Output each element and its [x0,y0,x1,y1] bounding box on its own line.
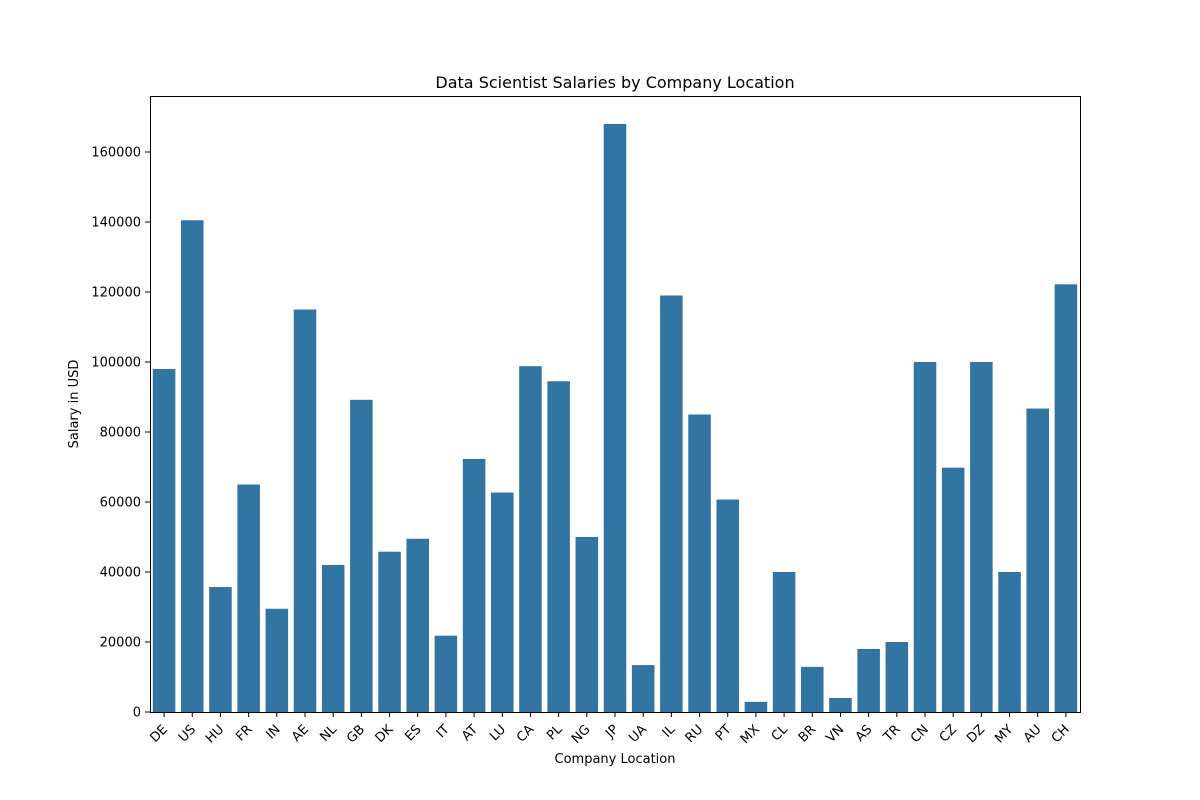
y-tick-label: 20000 [100,636,141,651]
x-tick-label: IN [263,722,283,742]
x-tick-label: CH [1049,722,1073,746]
x-tick-label: LU [487,722,509,744]
x-tick-label: CA [514,722,537,745]
bar-br [801,666,824,712]
bar-ch [1054,284,1078,712]
bars-group [152,124,1078,712]
bar-at [462,458,486,712]
x-tick-label: CZ [937,722,960,745]
x-axis-label: Company Location [555,752,676,767]
bar-au [1026,408,1049,712]
y-axis-label: Salary in USD [67,360,82,449]
x-tick-label: AE [289,722,312,745]
bar-es [406,538,429,712]
bar-hu [209,587,232,712]
y-tick-label: 140000 [91,216,141,231]
bar-cn [913,362,937,712]
x-tick-label: BR [796,722,819,745]
x-tick-label: US [176,722,199,745]
x-tick-label: DE [147,722,171,746]
x-tick-label: DZ [964,722,988,746]
x-tick-label: IT [434,722,453,741]
x-tick-label: TR [880,722,903,745]
x-tick-label: ES [402,722,424,744]
bar-pl [547,381,570,712]
x-tick-label: RU [683,722,707,746]
x-tick-label: VN [824,722,848,746]
x-tick-label: MY [992,722,1016,746]
x-axis: DE US HU FR IN AE NL GB DK ES IT AT LU CA PL NG JP UA IL RU… [147,712,1073,747]
x-tick-label: AT [459,722,481,744]
x-tick-label: AS [853,722,876,745]
bar-lu [491,492,514,712]
bar-ru [688,414,711,712]
x-tick-label: CL [769,722,792,745]
plot-frame [150,96,1081,713]
bar-fr [237,484,260,712]
bar-us [181,220,204,712]
y-tick-label: 160000 [91,146,141,161]
bar-as [857,649,880,712]
x-tick-label: FR [233,722,255,744]
bar-ca [519,366,542,712]
x-tick-label: IL [660,722,679,741]
x-tick-label: JP [602,722,622,742]
y-tick-label: 120000 [91,286,141,301]
bar-it [434,635,458,712]
bar-in [265,608,289,712]
x-tick-label: MX [738,722,763,747]
bar-de [152,369,176,712]
y-tick-label: 80000 [100,426,141,441]
bar-dz [970,362,993,712]
chart-title: Data Scientist Salaries by Company Locat… [435,73,794,92]
y-tick-label: 40000 [100,566,141,581]
bar-gb [350,399,373,712]
bar-vn [829,698,852,712]
bar-tr [885,642,909,712]
bar-dk [378,551,401,712]
x-tick-label: NL [317,722,340,745]
x-tick-label: PL [544,722,566,744]
bar-pt [716,499,739,712]
bar-mx [744,701,768,712]
x-tick-label: GB [344,722,368,746]
bar-jp [603,124,627,712]
y-axis: 0 20000 40000 60000 80000 100000 120000 140000 1… [91,146,150,721]
bar-ua [631,665,655,712]
x-tick-label: CN [908,722,932,746]
y-tick-label: 0 [133,706,141,721]
bar-ae [293,309,317,712]
y-tick-label: 100000 [91,356,141,371]
bar-nl [321,565,345,712]
x-tick-label: NG [569,722,594,747]
bar-cl [772,572,796,712]
y-tick-label: 60000 [100,496,141,511]
x-tick-label: PT [713,722,735,744]
bar-il [660,295,683,712]
bar-ng [575,537,599,712]
bar-cz [941,467,965,712]
bar-my [998,572,1021,712]
x-tick-label: HU [203,722,227,746]
x-tick-label: UA [626,722,650,746]
x-tick-label: DK [373,722,397,746]
x-tick-label: AU [1021,722,1045,746]
